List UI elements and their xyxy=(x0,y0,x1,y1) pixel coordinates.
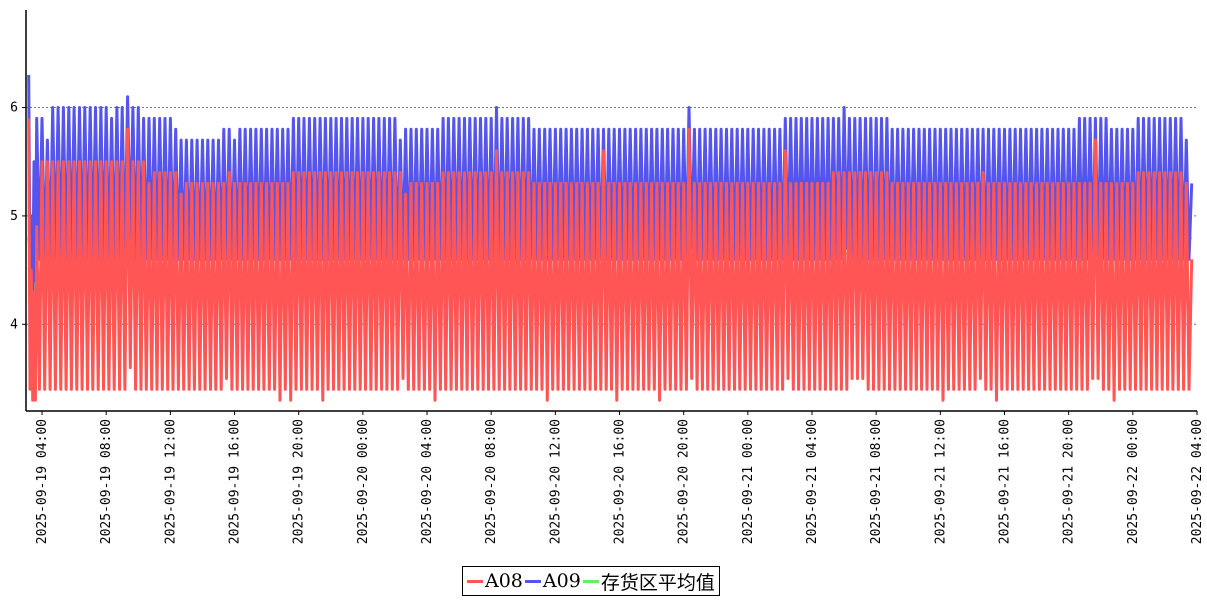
line-chart: 456 2025-09-19 04:00 2025-09-19 08:00 2025… xyxy=(10,10,1205,544)
x-tick-label: 2025-09-19 04:00 xyxy=(35,419,50,544)
x-tick-label: 2025-09-20 20:00 xyxy=(677,419,692,544)
y-tick-label: 4 xyxy=(10,317,18,332)
x-tick-label: 2025-09-21 00:00 xyxy=(741,419,756,544)
x-tick-label: 2025-09-19 16:00 xyxy=(228,419,243,544)
chart-legend: A08 A09 存货区平均值 xyxy=(462,566,720,596)
x-tick-label: 2025-09-21 08:00 xyxy=(869,419,884,544)
x-tick-label: 2025-09-20 16:00 xyxy=(613,419,628,544)
x-tick-label: 2025-09-19 12:00 xyxy=(163,419,178,544)
legend-label: A08 xyxy=(485,570,523,592)
legend-swatch xyxy=(524,579,541,583)
x-tick-label: 2025-09-22 04:00 xyxy=(1190,419,1205,544)
x-axis-ticks: 2025-09-19 04:00 2025-09-19 08:00 2025-09-… xyxy=(35,411,1205,544)
y-tick-label: 6 xyxy=(10,101,18,116)
legend-swatch xyxy=(467,579,483,583)
x-tick-label: 2025-09-19 20:00 xyxy=(292,419,307,544)
legend-item: 存货区平均值 xyxy=(582,568,715,595)
series-lines xyxy=(27,74,1194,402)
x-tick-label: 2025-09-22 00:00 xyxy=(1126,419,1141,544)
x-tick-label: 2025-09-20 08:00 xyxy=(484,419,499,544)
x-tick-label: 2025-09-19 08:00 xyxy=(99,419,114,544)
x-tick-label: 2025-09-21 12:00 xyxy=(933,419,948,544)
x-tick-label: 2025-09-21 04:00 xyxy=(805,419,820,544)
x-tick-label: 2025-09-20 00:00 xyxy=(356,419,371,544)
x-tick-label: 2025-09-20 04:00 xyxy=(420,419,435,544)
x-tick-label: 2025-09-20 12:00 xyxy=(548,419,563,544)
legend-label: A09 xyxy=(542,570,581,592)
legend-item: A08 xyxy=(467,570,523,592)
y-tick-label: 5 xyxy=(10,209,18,224)
x-tick-label: 2025-09-21 16:00 xyxy=(998,419,1013,544)
axes xyxy=(25,10,1197,412)
x-tick-label: 2025-09-21 20:00 xyxy=(1062,419,1077,544)
legend-swatch xyxy=(582,579,599,583)
legend-label: 存货区平均值 xyxy=(600,571,715,594)
series-line xyxy=(27,118,1194,402)
legend-item: A09 xyxy=(524,570,581,592)
y-axis-ticks: 4 5 6 xyxy=(10,101,26,332)
